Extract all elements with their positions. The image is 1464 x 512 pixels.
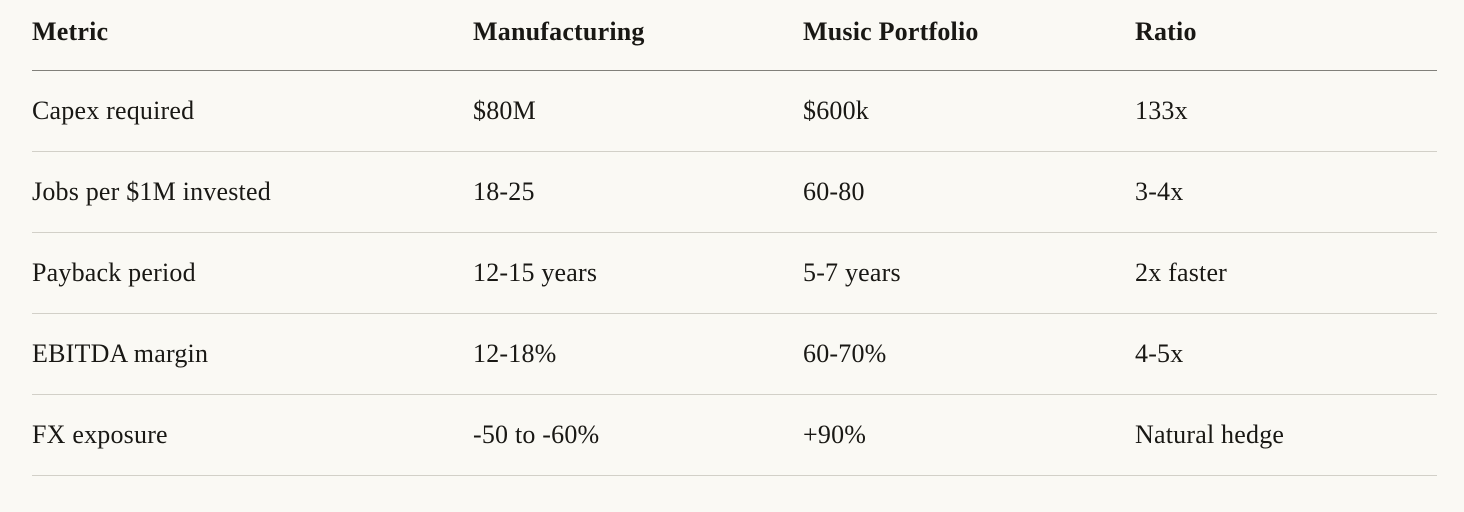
table-cell-metric: Payback period (32, 232, 473, 314)
table-cell-ratio: Natural hedge (1135, 394, 1437, 476)
table-cell-music-portfolio: 5-7 years (803, 232, 1135, 314)
column-header-metric: Metric (32, 0, 473, 71)
table-row: FX exposure -50 to -60% +90% Natural hed… (32, 394, 1437, 476)
table-cell-ratio: 4-5x (1135, 313, 1437, 395)
column-header-music-portfolio: Music Portfolio (803, 0, 1135, 71)
table-cell-music-portfolio: $600k (803, 70, 1135, 152)
table-cell-manufacturing: 12-18% (473, 313, 803, 395)
table-cell-ratio: 2x faster (1135, 232, 1437, 314)
table-row: EBITDA margin 12-18% 60-70% 4-5x (32, 313, 1437, 395)
table-cell-manufacturing: -50 to -60% (473, 394, 803, 476)
table-cell-manufacturing: 12-15 years (473, 232, 803, 314)
table-cell-music-portfolio: 60-80 (803, 151, 1135, 233)
table-row: Jobs per $1M invested 18-25 60-80 3-4x (32, 151, 1437, 233)
table-cell-metric: Capex required (32, 70, 473, 152)
table-cell-music-portfolio: 60-70% (803, 313, 1135, 395)
table-cell-metric: EBITDA margin (32, 313, 473, 395)
table-cell-ratio: 133x (1135, 70, 1437, 152)
table-cell-manufacturing: $80M (473, 70, 803, 152)
column-header-ratio: Ratio (1135, 0, 1437, 71)
comparison-table: Metric Manufacturing Music Portfolio Rat… (32, 0, 1437, 476)
table-cell-metric: FX exposure (32, 394, 473, 476)
column-header-manufacturing: Manufacturing (473, 0, 803, 71)
header-row: Metric Manufacturing Music Portfolio Rat… (32, 0, 1437, 71)
table-row: Capex required $80M $600k 133x (32, 70, 1437, 152)
table-header: Metric Manufacturing Music Portfolio Rat… (32, 0, 1437, 71)
table-cell-metric: Jobs per $1M invested (32, 151, 473, 233)
table-cell-manufacturing: 18-25 (473, 151, 803, 233)
table-cell-music-portfolio: +90% (803, 394, 1135, 476)
table-row: Payback period 12-15 years 5-7 years 2x … (32, 232, 1437, 314)
table-body: Capex required $80M $600k 133x Jobs per … (32, 70, 1437, 476)
table-cell-ratio: 3-4x (1135, 151, 1437, 233)
